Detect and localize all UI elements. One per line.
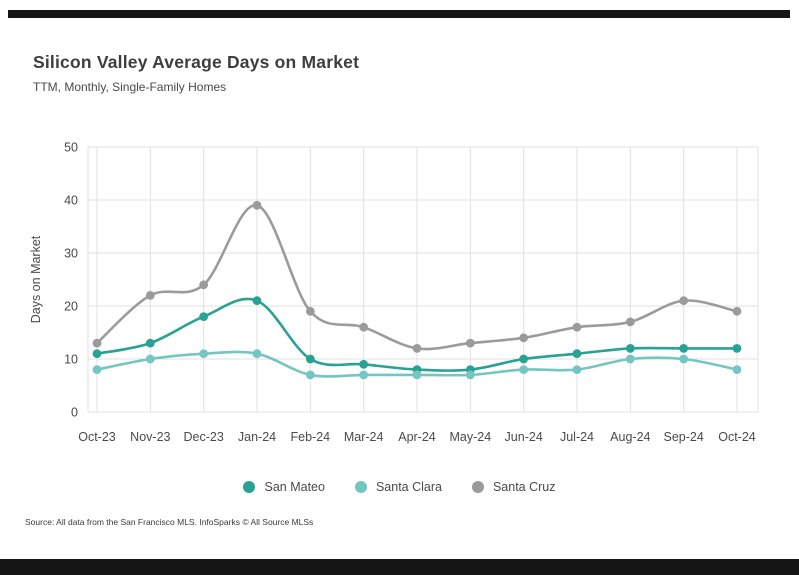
x-tick-label: Oct-24 [718,430,756,444]
legend-label: San Mateo [264,480,325,494]
data-point-santa-cruz [412,344,422,353]
legend-dot-santa-cruz [471,481,484,493]
data-point-santa-cruz [359,322,369,332]
data-point-san-mateo [519,354,529,364]
data-point-santa-clara [732,365,742,374]
x-tick-label: Nov-23 [130,430,170,444]
data-point-san-mateo [679,344,689,353]
legend-label: Santa Clara [375,480,442,494]
data-point-santa-clara [145,354,155,364]
legend-item-santa-clara: Santa Clara [354,480,442,494]
line-chart: 0 10 20 30 40 50 Oct-23 Nov-23 Dec-23 Jan-24 Feb-2… [29,141,759,445]
data-point-santa-clara [305,370,315,380]
data-point-san-mateo [145,338,155,348]
y-axis-title: Days on Market [29,235,43,323]
y-tick-label: 50 [64,141,78,155]
data-point-santa-clara [572,365,582,374]
y-tick-label: 20 [64,300,78,314]
data-point-santa-cruz [199,280,209,290]
x-tick-label: May-24 [449,430,491,444]
data-point-santa-clara [252,349,262,359]
x-tick-label: Oct-23 [78,430,116,444]
data-point-san-mateo [92,349,102,359]
data-point-santa-clara [679,354,689,364]
gridlines [87,146,759,413]
x-tick-label: Jan-24 [238,430,276,444]
x-tick-label: Sep-24 [664,430,704,444]
data-point-santa-cruz [465,338,475,348]
data-point-santa-cruz [92,338,102,348]
legend-label: Santa Cruz [492,480,556,494]
data-point-santa-cruz [305,306,315,316]
x-tick-label: Apr-24 [398,430,436,444]
legend-dot-san-mateo [243,481,256,493]
data-point-san-mateo [625,344,635,353]
data-point-santa-clara [625,354,635,364]
data-point-santa-cruz [252,200,262,210]
x-tick-label: Dec-23 [184,430,224,444]
axis-labels: 0 10 20 30 40 50 Oct-23 Nov-23 Dec-23 Jan-24 Feb-2… [29,141,756,445]
x-tick-label: Feb-24 [291,430,331,444]
y-tick-label: 0 [71,406,78,420]
data-point-san-mateo [732,344,742,353]
top-accent-bar [8,10,790,18]
data-point-santa-clara [519,365,529,374]
data-point-santa-cruz [625,317,635,327]
data-point-san-mateo [199,312,209,321]
legend: San Mateo Santa Clara Santa Cruz [0,480,799,494]
data-point-santa-clara [359,370,369,380]
data-point-san-mateo [572,349,582,359]
data-point-santa-cruz [572,322,582,332]
data-point-santa-cruz [519,333,529,343]
data-point-santa-cruz [732,306,742,316]
chart-subtitle: TTM, Monthly, Single-Family Homes [33,80,227,94]
chart-title: Silicon Valley Average Days on Market [33,52,360,72]
data-point-santa-clara [412,370,422,380]
legend-dot-santa-clara [354,481,367,493]
y-tick-label: 40 [64,194,78,208]
x-tick-label: Jul-24 [560,430,594,444]
y-tick-label: 10 [64,353,78,367]
source-note: Source: All data from the San Francisco … [25,517,314,527]
data-point-san-mateo [359,359,369,369]
data-point-san-mateo [252,296,262,306]
data-point-santa-clara [465,370,475,380]
data-point-san-mateo [305,354,315,364]
data-point-santa-clara [92,365,102,374]
x-tick-label: Jun-24 [505,430,543,444]
y-tick-label: 30 [64,247,78,261]
bottom-accent-bar [0,559,799,575]
x-tick-label: Aug-24 [610,430,650,444]
legend-item-san-mateo: San Mateo [243,480,325,494]
data-point-santa-cruz [145,291,155,300]
x-tick-label: Mar-24 [344,430,384,444]
data-point-santa-cruz [679,296,689,306]
legend-item-santa-cruz: Santa Cruz [471,480,556,494]
series [92,200,742,380]
chart-header: Silicon Valley Average Days on Market TT… [33,52,359,94]
data-point-santa-clara [199,349,209,359]
